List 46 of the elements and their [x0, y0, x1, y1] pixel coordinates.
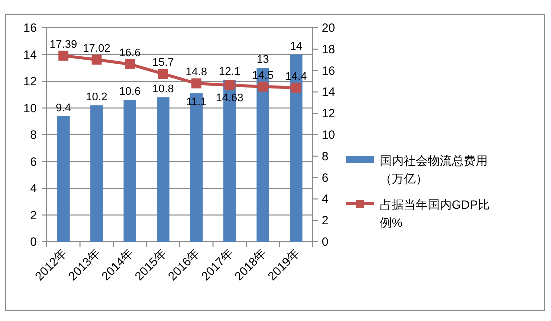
- y-tick-label: 12: [24, 74, 38, 88]
- y-tick-label: 4: [30, 182, 38, 196]
- y-tick-label: 0: [30, 235, 38, 249]
- data-label: 17.39: [50, 38, 78, 51]
- data-label: 14.8: [186, 66, 208, 79]
- point: [58, 50, 69, 61]
- y2-tick-label: 2: [322, 214, 329, 228]
- data-label: 9.4: [56, 102, 72, 114]
- data-label: 17.02: [83, 42, 111, 55]
- y-tick-label: 8: [30, 128, 38, 142]
- y2-tick-label: 0: [322, 235, 329, 249]
- data-label: 10.6: [119, 86, 141, 98]
- data-label: 16.6: [119, 47, 141, 60]
- point: [158, 69, 168, 80]
- y2-tick-label: 10: [322, 128, 336, 142]
- y2-tick-label: 8: [322, 149, 329, 164]
- bar: [57, 116, 70, 242]
- point: [291, 82, 302, 93]
- y2-tick-label: 12: [322, 106, 336, 121]
- y2-tick-label: 20: [322, 21, 336, 35]
- y-tick-label: 10: [24, 101, 38, 116]
- point: [224, 80, 235, 90]
- bar: [90, 106, 104, 242]
- point: [125, 59, 136, 70]
- data-label: 12.1: [219, 66, 241, 78]
- data-label: 10.8: [152, 84, 174, 96]
- y2-tick-label: 16: [322, 64, 336, 78]
- bar: [124, 100, 136, 242]
- point: [92, 54, 102, 65]
- y-tick-label: 14: [24, 48, 38, 62]
- legend-label: 国内社会物流总费用（万亿）: [380, 154, 488, 186]
- data-label: 14: [290, 40, 302, 53]
- y-tick-label: 2: [30, 208, 38, 222]
- y-tick-label: 6: [30, 154, 38, 169]
- bar: [157, 98, 170, 242]
- legend-label: 占据当年国内GDP比例%: [380, 198, 490, 230]
- data-label: 10.2: [86, 92, 108, 104]
- point: [192, 78, 202, 89]
- point: [258, 82, 268, 92]
- data-label: 15.7: [152, 57, 174, 70]
- data-label: 13: [257, 54, 270, 66]
- y2-tick-label: 14: [322, 85, 336, 100]
- y2-tick-label: 18: [322, 42, 336, 56]
- y-tick-label: 16: [24, 21, 38, 35]
- y2-tick-label: 6: [322, 170, 329, 185]
- y2-tick-label: 4: [322, 192, 329, 206]
